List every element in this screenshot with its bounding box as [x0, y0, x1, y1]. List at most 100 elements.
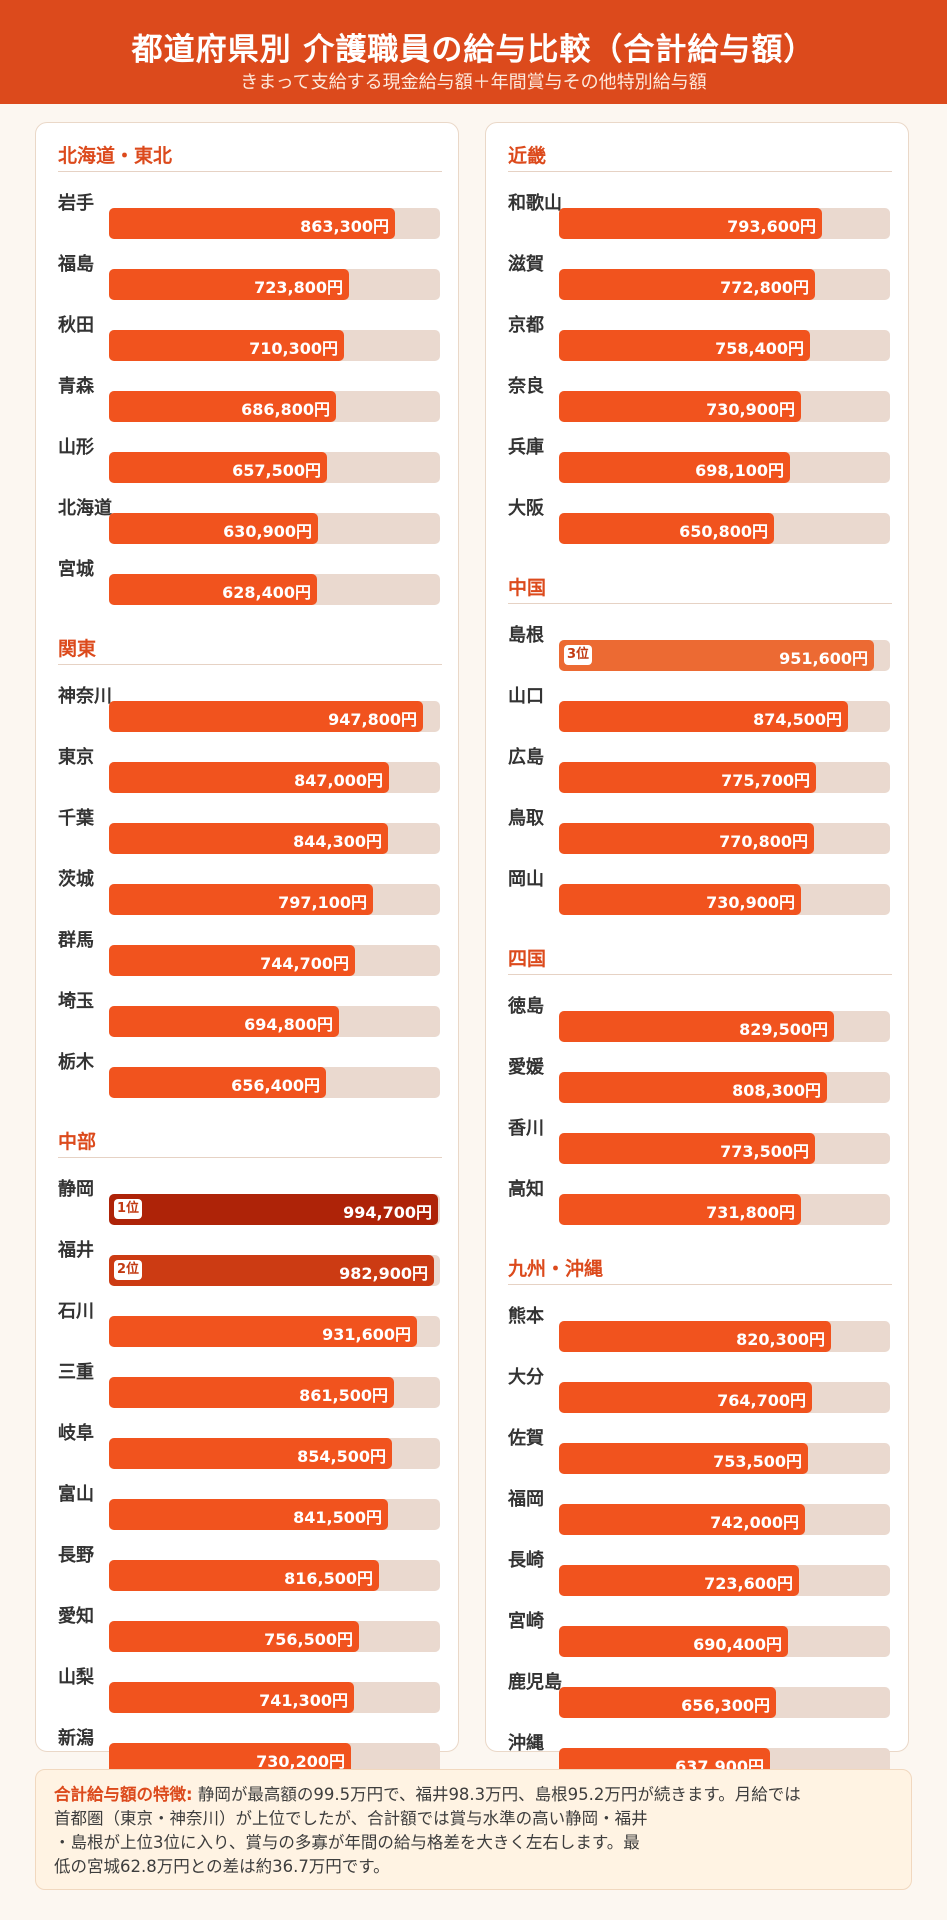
- bar-value-label: 756,500円: [264, 1630, 353, 1649]
- bar-value-label: 630,900円: [223, 522, 312, 541]
- prefecture-label: 埼玉: [58, 991, 94, 1012]
- bar-value-label: 874,500円: [753, 710, 842, 729]
- prefecture-label: 佐賀: [508, 1428, 544, 1449]
- bar-track: 753,500円: [559, 1443, 890, 1474]
- bar-track: 820,300円: [559, 1321, 890, 1352]
- bar: 686,800円: [109, 391, 336, 422]
- bar-value-label: 656,400円: [231, 1076, 320, 1095]
- panel-right: 近畿 和歌山 793,600円 滋賀 772,800円 京都 758,400円 奈良 730,9…: [485, 122, 909, 1779]
- bar: 772,800円: [559, 269, 815, 300]
- bar-value-label: 951,600円: [779, 649, 868, 668]
- summary-note-line: 低の宮城62.8万円との差は約36.7万円です。: [54, 1857, 390, 1876]
- bar-track: 816,500円: [109, 1560, 440, 1591]
- prefecture-label: 三重: [58, 1362, 94, 1383]
- prefecture-label: 福井: [58, 1240, 94, 1261]
- page-subtitle: きまって支給する現金給与額＋年間賞与その他特別給与額: [240, 72, 707, 93]
- bar: 861,500円: [109, 1377, 394, 1408]
- bar-track: 829,500円: [559, 1011, 890, 1042]
- bar-value-label: 773,500円: [720, 1142, 809, 1161]
- bar-track: 808,300円: [559, 1072, 890, 1103]
- prefecture-label: 福島: [58, 254, 94, 275]
- bar-value-label: 793,600円: [727, 217, 816, 236]
- panel-left: 北海道・東北 岩手 863,300円 福島 723,800円 秋田 710,300円 青森 68…: [35, 122, 459, 1774]
- bar-track: 628,400円: [109, 574, 440, 605]
- bar: 710,300円: [109, 330, 344, 361]
- bar: 742,000円: [559, 1504, 805, 1535]
- prefecture-label: 宮崎: [508, 1611, 544, 1632]
- header: 都道府県別 介護職員の給与比較（合計給与額） きまって支給する現金給与額＋年間賞…: [0, 0, 947, 104]
- region-heading: 北海道・東北: [58, 145, 442, 172]
- rank-badge: 1位: [114, 1199, 143, 1219]
- bar: 931,600円: [109, 1316, 417, 1347]
- bar-track: 630,900円: [109, 513, 440, 544]
- bar-track: 994,700円 1位: [109, 1194, 440, 1225]
- bar-value-label: 657,500円: [232, 461, 321, 480]
- prefecture-label: 長崎: [508, 1550, 544, 1571]
- bar: 797,100円: [109, 884, 373, 915]
- bar-value-label: 994,700円: [343, 1203, 432, 1222]
- bar-value-label: 710,300円: [249, 339, 338, 358]
- bar: 808,300円: [559, 1072, 827, 1103]
- bar-value-label: 731,800円: [706, 1203, 795, 1222]
- rank-badge: 3位: [564, 645, 593, 665]
- prefecture-label: 東京: [58, 747, 94, 768]
- bar: 982,900円 2位: [109, 1255, 434, 1286]
- prefecture-label: 京都: [508, 315, 544, 336]
- bar: 844,300円: [109, 823, 388, 854]
- bar-value-label: 829,500円: [739, 1020, 828, 1039]
- bar: 756,500円: [109, 1621, 359, 1652]
- prefecture-label: 愛知: [58, 1606, 94, 1627]
- bar: 829,500円: [559, 1011, 834, 1042]
- bar-track: 863,300円: [109, 208, 440, 239]
- prefecture-label: 大阪: [508, 498, 544, 519]
- prefecture-label: 沖縄: [508, 1733, 544, 1754]
- bar-value-label: 820,300円: [736, 1330, 825, 1349]
- prefecture-label: 高知: [508, 1179, 544, 1200]
- bar-track: 844,300円: [109, 823, 440, 854]
- rank-badge: 2位: [114, 1260, 143, 1280]
- bar-track: 951,600円 3位: [559, 640, 890, 671]
- prefecture-label: 茨城: [58, 869, 94, 890]
- bar-value-label: 764,700円: [717, 1391, 806, 1410]
- bar-track: 861,500円: [109, 1377, 440, 1408]
- bar: 764,700円: [559, 1382, 812, 1413]
- prefecture-label: 山梨: [58, 1667, 94, 1688]
- prefecture-label: 千葉: [58, 808, 94, 829]
- bar-track: 710,300円: [109, 330, 440, 361]
- bar-value-label: 808,300円: [732, 1081, 821, 1100]
- bar-track: 650,800円: [559, 513, 890, 544]
- bar-value-label: 947,800円: [328, 710, 417, 729]
- prefecture-label: 秋田: [58, 315, 94, 336]
- bar-track: 775,700円: [559, 762, 890, 793]
- bar: 994,700円 1位: [109, 1194, 438, 1225]
- bar-track: 982,900円 2位: [109, 1255, 440, 1286]
- bar-track: 947,800円: [109, 701, 440, 732]
- bar-value-label: 741,300円: [259, 1691, 348, 1710]
- bar-track: 731,800円: [559, 1194, 890, 1225]
- bar: 874,500円: [559, 701, 848, 732]
- bar: 847,000円: [109, 762, 389, 793]
- bar-track: 797,100円: [109, 884, 440, 915]
- bar: 793,600円: [559, 208, 822, 239]
- bar: 730,900円: [559, 884, 801, 915]
- bar: 656,400円: [109, 1067, 326, 1098]
- bar-track: 764,700円: [559, 1382, 890, 1413]
- bar: 773,500円: [559, 1133, 815, 1164]
- prefecture-label: 山形: [58, 437, 94, 458]
- bar-value-label: 753,500円: [713, 1452, 802, 1471]
- prefecture-label: 大分: [508, 1367, 544, 1388]
- bar-value-label: 844,300円: [293, 832, 382, 851]
- bar: 650,800円: [559, 513, 774, 544]
- bar-value-label: 730,900円: [706, 893, 795, 912]
- prefecture-label: 静岡: [58, 1179, 94, 1200]
- prefecture-label: 広島: [508, 747, 544, 768]
- prefecture-label: 群馬: [58, 930, 94, 951]
- bar-value-label: 723,800円: [254, 278, 343, 297]
- prefecture-label: 宮城: [58, 559, 94, 580]
- bar: 753,500円: [559, 1443, 808, 1474]
- bar-track: 657,500円: [109, 452, 440, 483]
- bar-value-label: 744,700円: [260, 954, 349, 973]
- bar-track: 793,600円: [559, 208, 890, 239]
- page-title: 都道府県別 介護職員の給与比較（合計給与額）: [131, 32, 816, 68]
- prefecture-label: 滋賀: [508, 254, 544, 275]
